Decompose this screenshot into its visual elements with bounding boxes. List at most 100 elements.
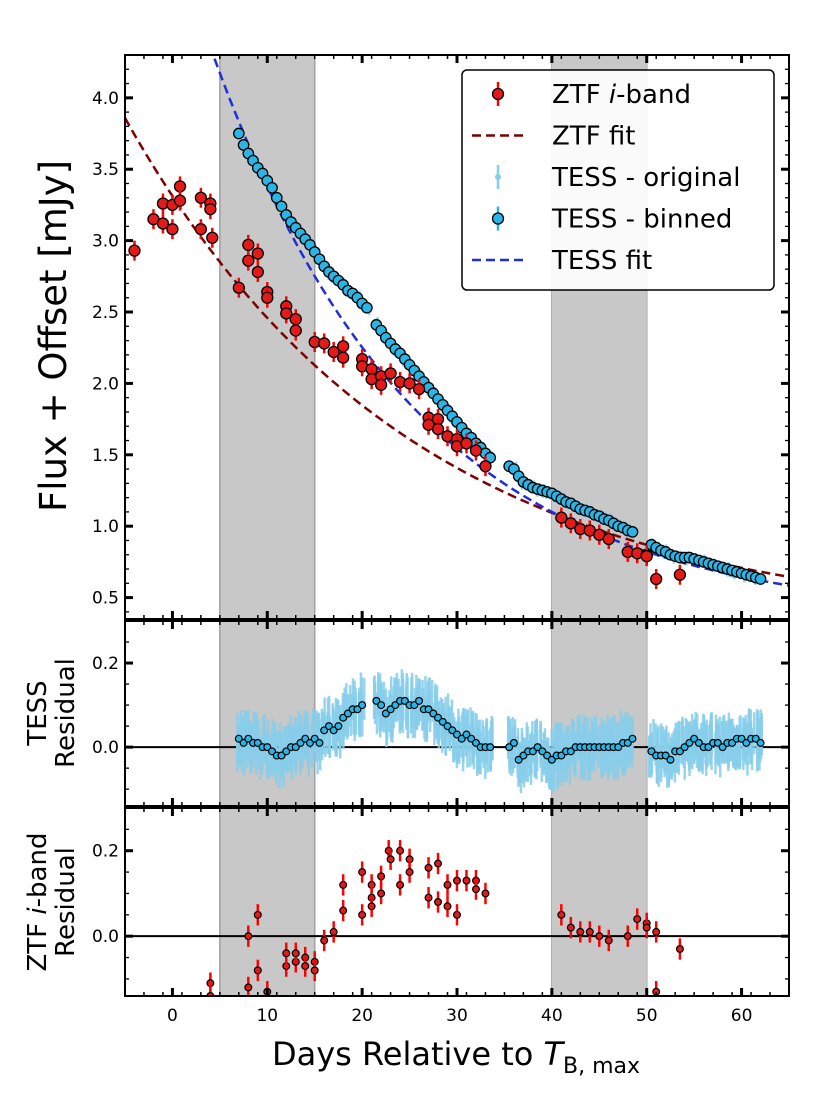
ztf-residual-ylabel-post: -band bbox=[23, 833, 53, 908]
y-tick-label: 2.5 bbox=[92, 303, 119, 323]
tess-fit-line bbox=[211, 55, 789, 587]
legend-label-pre: ZTF bbox=[552, 80, 609, 110]
ztf-point bbox=[261, 291, 274, 304]
ztf-residual-point bbox=[434, 859, 443, 868]
ztf-residual-point bbox=[377, 872, 386, 881]
ztf-residual-point bbox=[434, 897, 443, 906]
plot-area bbox=[125, 621, 789, 806]
ztf-point bbox=[431, 422, 445, 436]
ztf-point bbox=[204, 203, 217, 216]
ztf-fit-line bbox=[125, 117, 789, 579]
ztf-residual-point bbox=[453, 876, 462, 885]
legend-box bbox=[461, 69, 775, 291]
ztf-point bbox=[206, 231, 219, 244]
legend-label-pre: ZTF fit bbox=[552, 122, 635, 152]
ztf-point bbox=[128, 244, 141, 257]
legend-label-pre: TESS - original bbox=[551, 163, 740, 193]
ztf-residual-point bbox=[471, 885, 480, 894]
ztf-residual-point bbox=[633, 915, 642, 924]
tess-residual-point bbox=[628, 734, 637, 743]
ztf-point bbox=[469, 444, 483, 457]
ztf-residual-point bbox=[291, 949, 300, 958]
tess-residual-point bbox=[415, 696, 424, 705]
tess-residual-point bbox=[377, 701, 386, 710]
y-tick-label: 3.0 bbox=[92, 232, 119, 252]
ztf-point bbox=[384, 367, 397, 380]
ztf-residual-point bbox=[462, 876, 471, 885]
ztf-residual-point bbox=[604, 936, 613, 945]
legend-label-pre: TESS fit bbox=[551, 246, 652, 276]
ztf-residual-point bbox=[453, 910, 462, 919]
tess-binned-point bbox=[361, 301, 373, 314]
ztf-residual-point bbox=[652, 927, 661, 936]
legend-tess-original-marker bbox=[495, 174, 501, 180]
tess-residual-ylabel-line2: Residual bbox=[51, 658, 81, 768]
ztf-point bbox=[374, 378, 388, 391]
tess-residual-ylabel: TESS bbox=[23, 680, 53, 746]
top-panel: 0.5 1.0 1.5 2.0 2.5 3.0 3.5 4.0 ZTF i-band ZTF fi… bbox=[92, 54, 790, 620]
ztf-residual-point bbox=[320, 936, 329, 945]
ztf-point bbox=[173, 194, 187, 207]
ztf-point bbox=[403, 377, 416, 390]
x-axis-label: Days Relative to TB, max bbox=[272, 1035, 640, 1079]
y-tick-label: 0.0 bbox=[92, 738, 119, 758]
y-tick-label: 1.0 bbox=[92, 517, 119, 537]
tess-residual-panel: 0.0 0.2 bbox=[92, 620, 790, 807]
ztf-residual-point bbox=[358, 868, 367, 877]
tess-binned-point bbox=[626, 526, 639, 538]
x-axis-label-t: T bbox=[543, 1035, 565, 1073]
y-tick-label: 0.0 bbox=[92, 927, 119, 947]
ztf-residual-point bbox=[339, 880, 348, 889]
ztf-point bbox=[337, 351, 350, 364]
ztf-point bbox=[318, 337, 331, 350]
x-axis-label-main: Days Relative to bbox=[272, 1035, 544, 1073]
ztf-point bbox=[251, 247, 264, 260]
ztf-point bbox=[289, 324, 302, 337]
x-axis-label-sub: B, max bbox=[563, 1054, 640, 1079]
x-tick-label: 0 bbox=[167, 1006, 178, 1026]
ztf-point bbox=[232, 281, 245, 294]
ztf-residual-point bbox=[566, 923, 575, 932]
ztf-residual-ylabel: ZTF i-band bbox=[23, 833, 53, 972]
ztf-residual-point bbox=[358, 910, 367, 919]
ztf-point bbox=[650, 572, 663, 586]
shaded-region bbox=[219, 55, 315, 619]
x-tick-label: 30 bbox=[446, 1006, 468, 1026]
legend-label: TESS - binned bbox=[551, 205, 732, 235]
ztf-residual-point bbox=[576, 927, 585, 936]
ztf-residual-point bbox=[367, 902, 376, 911]
ztf-point bbox=[194, 223, 208, 236]
legend-label-pre: TESS - binned bbox=[551, 205, 732, 235]
x-tick-label: 40 bbox=[541, 1006, 563, 1026]
ztf-point bbox=[460, 437, 473, 450]
ztf-residual-point bbox=[253, 910, 262, 919]
ztf-residual-point bbox=[443, 880, 452, 889]
legend-ztf-marker bbox=[491, 87, 505, 101]
ztf-point bbox=[327, 345, 340, 359]
ztf-residual-point bbox=[424, 863, 433, 872]
ztf-point bbox=[602, 532, 615, 546]
shaded-region-fill bbox=[551, 808, 647, 996]
tess-binned-point bbox=[266, 181, 278, 194]
ztf-point bbox=[555, 511, 568, 524]
ztf-residual-point bbox=[481, 889, 490, 898]
ztf-residual-point bbox=[443, 902, 452, 911]
ztf-point bbox=[242, 238, 255, 252]
legend-label: TESS - original bbox=[551, 163, 740, 193]
tess-residual-point bbox=[486, 743, 495, 752]
y-tick-label: 0.2 bbox=[92, 842, 119, 862]
ztf-point bbox=[194, 191, 208, 204]
tess-residual-point bbox=[756, 738, 765, 747]
ztf-residual-point bbox=[244, 983, 253, 992]
ztf-point bbox=[242, 254, 255, 267]
ztf-residual-point bbox=[585, 927, 594, 936]
ztf-residual-point bbox=[642, 923, 651, 932]
y-tick-label: 3.5 bbox=[92, 160, 119, 180]
ztf-residual-point bbox=[557, 910, 566, 919]
top-ylabel: Flux + Offset [mJy] bbox=[32, 160, 75, 512]
ztf-residual-point bbox=[675, 944, 684, 953]
y-tick-label: 0.5 bbox=[92, 589, 119, 609]
ztf-residual-point bbox=[282, 949, 291, 958]
y-tick-label: 4.0 bbox=[92, 89, 119, 109]
